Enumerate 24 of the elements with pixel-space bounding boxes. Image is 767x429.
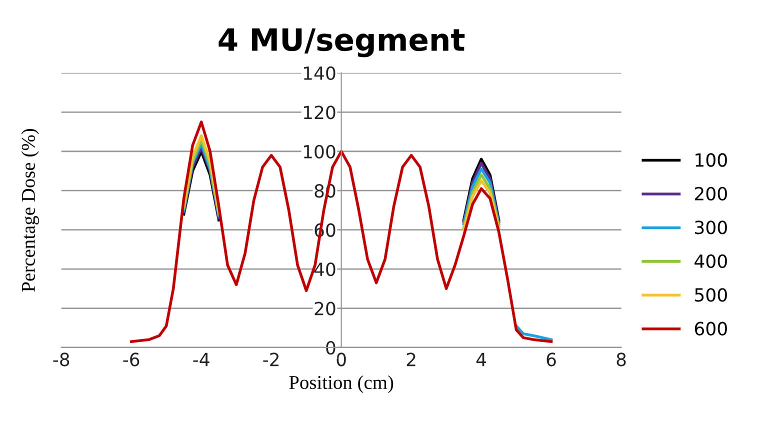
legend-label: 500 xyxy=(695,288,727,302)
x-tick-label: 8 xyxy=(616,352,626,366)
x-axis-title: Position (cm) xyxy=(289,375,394,394)
legend-label: 400 xyxy=(694,254,727,268)
x-tick-label: 6 xyxy=(546,352,556,366)
legend-label: 100 xyxy=(696,153,727,167)
y-tick-label: 100 xyxy=(304,144,336,158)
legend-label: 300 xyxy=(695,220,727,234)
line-series xyxy=(130,120,553,343)
legend-label: 200 xyxy=(695,186,727,201)
x-tick-label: -6 xyxy=(123,352,140,366)
x-tick-label: -4 xyxy=(193,352,210,366)
y-tick-label: 20 xyxy=(314,302,336,316)
y-tick-label: 40 xyxy=(314,262,336,276)
y-tick-label: 140 xyxy=(304,66,336,80)
x-tick-label: 0 xyxy=(336,352,346,366)
legend-label: 600 xyxy=(694,322,727,336)
chart-title: 4 MU/segment xyxy=(218,28,465,58)
y-axis-title: Percentage Dose (%) xyxy=(21,129,39,292)
y-tick-label: 120 xyxy=(304,106,336,120)
x-tick-label: -8 xyxy=(53,352,70,366)
x-tick-label: 2 xyxy=(406,352,416,366)
x-tick-label: 4 xyxy=(476,352,486,366)
x-tick-label: -2 xyxy=(263,352,279,366)
